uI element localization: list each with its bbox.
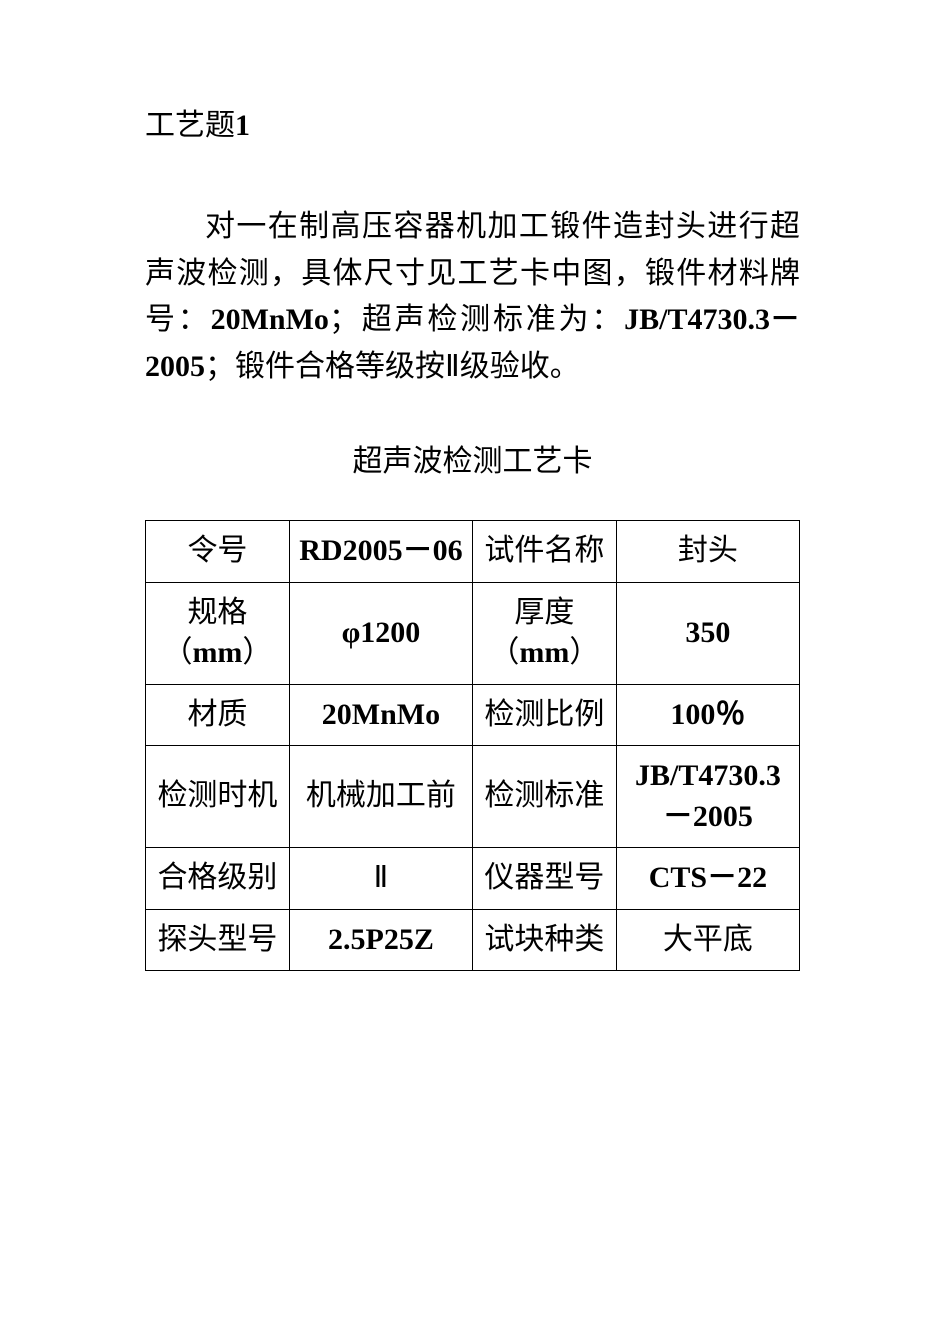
cell-label: 检测比例 [472,684,616,746]
table-title: 超声波检测工艺卡 [145,436,800,480]
cell-value: 100％ [616,684,799,746]
cell-value: 封头 [616,521,799,583]
cell-label: 试件名称 [472,521,616,583]
cell-label: 试块种类 [472,909,616,971]
title-text: 工艺题 [145,109,235,142]
title-number: 1 [235,109,250,142]
cell-value: JB/T4730.3－2005 [616,746,799,848]
process-card-table: 令号 RD2005－06 试件名称 封头 规格 （mm） φ1200 厚度 （mm）… [145,520,800,971]
cell-label: 规格 （mm） [146,582,290,684]
cell-label: 检测时机 [146,746,290,848]
table-row: 材质 20MnMo 检测比例 100％ [146,684,800,746]
table-row: 令号 RD2005－06 试件名称 封头 [146,521,800,583]
cell-label: 合格级别 [146,848,290,910]
label-unit: （mm） [162,636,272,669]
cell-value: CTS－22 [616,848,799,910]
cell-label: 仪器型号 [472,848,616,910]
cell-value: Ⅱ [289,848,472,910]
cell-label: 探头型号 [146,909,290,971]
cell-value: 大平底 [616,909,799,971]
table-row: 合格级别 Ⅱ 仪器型号 CTS－22 [146,848,800,910]
cell-label: 材质 [146,684,290,746]
label-text: 规格 [187,596,247,629]
cell-value: 20MnMo [289,684,472,746]
cell-value: 机械加工前 [289,746,472,848]
table-row: 探头型号 2.5P25Z 试块种类 大平底 [146,909,800,971]
cell-value: φ1200 [289,582,472,684]
label-unit: （mm） [489,636,599,669]
para-bold1: 20MnMo [211,303,329,336]
cell-label: 令号 [146,521,290,583]
cell-value: 350 [616,582,799,684]
para-part2: ；超声检测标准为： [329,303,624,336]
cell-value: RD2005－06 [289,521,472,583]
table-body: 令号 RD2005－06 试件名称 封头 规格 （mm） φ1200 厚度 （mm）… [146,521,800,971]
table-row: 规格 （mm） φ1200 厚度 （mm） 350 [146,582,800,684]
cell-label: 检测标准 [472,746,616,848]
cell-label: 厚度 （mm） [472,582,616,684]
doc-title: 工艺题1 [145,100,800,144]
cell-value: 2.5P25Z [289,909,472,971]
para-part3: ；锻件合格等级按Ⅱ级验收。 [205,350,580,383]
intro-paragraph: 对一在制高压容器机加工锻件造封头进行超声波检测，具体尺寸见工艺卡中图，锻件材料牌… [145,204,800,390]
table-row: 检测时机 机械加工前 检测标准 JB/T4730.3－2005 [146,746,800,848]
label-text: 厚度 [514,596,574,629]
